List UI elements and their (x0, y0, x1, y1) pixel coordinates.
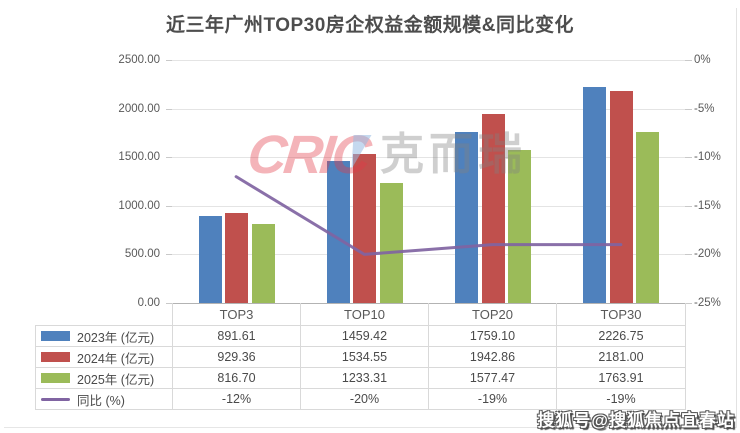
data-table-head: TOP3 TOP10 TOP20 TOP30 (35, 303, 686, 326)
table-row: 2025年 (亿元) 816.70 1233.31 1577.47 1763.91 (35, 367, 686, 389)
legend-key: 2023年 (亿元) (37, 327, 172, 346)
left-axis-label: 1000.00 (118, 199, 160, 212)
bar (326, 161, 350, 303)
bar (455, 132, 479, 303)
legend-swatch (41, 331, 70, 341)
bar (609, 91, 633, 303)
table-value-cell: 1763.91 (556, 367, 686, 389)
legend-key: 2025年 (亿元) (37, 369, 172, 388)
table-value-cell: -20% (300, 388, 429, 410)
chart-frame-right-border (736, 8, 737, 428)
table-value-cell: 1577.47 (428, 367, 557, 389)
right-axis-label: -20% (694, 248, 721, 261)
data-table: TOP3 TOP10 TOP20 TOP30 2023年 (亿元) 891.61 1459… (35, 303, 686, 410)
right-axis-label: -25% (694, 297, 721, 309)
table-value-cell: 1459.42 (300, 325, 429, 347)
right-axis-tick (685, 157, 692, 159)
table-value-cell: -19% (556, 388, 686, 410)
table-value-cell: 2226.75 (556, 325, 686, 347)
left-axis: 2500.00 2000.00 1500.00 1000.00 500.00 0.00 (88, 0, 160, 320)
left-axis-tick (166, 157, 172, 159)
left-axis-tick (166, 205, 172, 207)
bar (379, 183, 403, 303)
left-axis-label: 2500.00 (118, 54, 160, 66)
left-axis-tick (166, 254, 172, 256)
table-row: 同比 (%) -12% -20% -19% -19% (35, 388, 686, 410)
legend-swatch (41, 352, 70, 362)
legend-label: 同比 (%) (77, 393, 125, 408)
table-value-cell: -12% (172, 388, 301, 410)
table-header-cell: TOP10 (300, 303, 429, 326)
table-value-cell: 1233.31 (300, 367, 429, 389)
gridline (172, 108, 685, 110)
bar (353, 153, 377, 303)
left-axis-tick (166, 108, 172, 110)
right-axis-tick (685, 205, 692, 207)
table-value-cell: -19% (428, 388, 557, 410)
left-axis-tick (166, 60, 172, 61)
legend-label: 2025年 (亿元) (77, 372, 155, 387)
legend-key-cell: 同比 (%) (35, 388, 173, 410)
bar (481, 114, 505, 303)
table-header-cell: TOP30 (556, 303, 686, 326)
bar (225, 212, 249, 303)
trend-line (234, 175, 623, 256)
gridline (172, 157, 685, 159)
table-corner-cell (35, 303, 173, 326)
table-row: 2024年 (亿元) 929.36 1534.55 1942.86 2181.00 (35, 346, 686, 368)
bar (198, 216, 222, 303)
chart-frame-bottom-border (4, 427, 737, 428)
legend-key: 同比 (%) (37, 390, 172, 409)
data-table-body: 2023年 (亿元) 891.61 1459.42 1759.10 2226.75 202… (35, 325, 686, 410)
legend-key-cell: 2025年 (亿元) (35, 367, 173, 389)
legend-key: 2024年 (亿元) (37, 348, 172, 367)
bar (251, 223, 275, 303)
right-axis-label: -10% (694, 151, 721, 164)
right-axis-tick (685, 60, 692, 61)
legend-swatch (41, 397, 70, 401)
left-axis-label: 500.00 (124, 248, 160, 261)
right-axis-tick (685, 303, 692, 304)
legend-key-cell: 2024年 (亿元) (35, 346, 173, 368)
left-axis-label: 1500.00 (118, 151, 160, 164)
table-header-cell: TOP20 (428, 303, 557, 326)
left-axis-label: 2000.00 (118, 102, 160, 115)
table-value-cell: 2181.00 (556, 346, 686, 368)
legend-key-cell: 2023年 (亿元) (35, 325, 173, 347)
table-value-cell: 1534.55 (300, 346, 429, 368)
table-value-cell: 891.61 (172, 325, 301, 347)
legend-label: 2024年 (亿元) (77, 351, 155, 366)
table-value-cell: 1759.10 (428, 325, 557, 347)
table-row: 2023年 (亿元) 891.61 1459.42 1759.10 2226.75 (35, 325, 686, 347)
table-value-cell: 929.36 (172, 346, 301, 368)
right-axis-label: -15% (694, 199, 721, 212)
bar (636, 131, 660, 303)
bar (508, 149, 532, 303)
plot-area (172, 60, 685, 304)
source-watermark: 搜狐号@搜狐焦点宜春站 (537, 411, 735, 430)
table-value-cell: 816.70 (172, 367, 301, 389)
right-axis-label: 0% (694, 54, 711, 66)
right-axis-tick (685, 108, 692, 110)
gridline (172, 60, 685, 61)
right-axis-label: -5% (694, 102, 715, 115)
legend-swatch (41, 373, 70, 383)
right-axis: 0% -5% -10% -15% -20% -25% (694, 0, 740, 320)
gridline (172, 254, 685, 256)
chart-title: 近三年广州TOP30房企权益金额规模&同比变化 (165, 15, 575, 36)
bar (583, 86, 607, 303)
right-axis-tick (685, 254, 692, 256)
table-header-cell: TOP3 (172, 303, 301, 326)
gridline (172, 205, 685, 207)
table-value-cell: 1942.86 (428, 346, 557, 368)
legend-label: 2023年 (亿元) (77, 330, 155, 345)
